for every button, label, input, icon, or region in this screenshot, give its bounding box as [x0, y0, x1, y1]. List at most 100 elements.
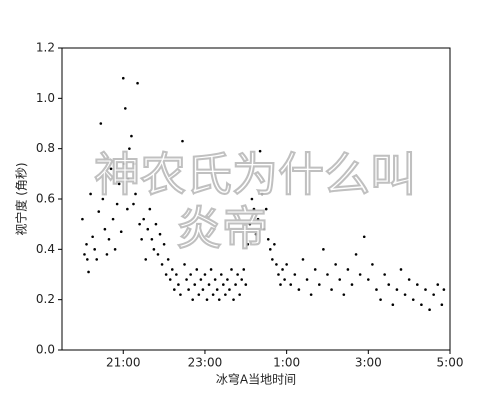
point — [122, 162, 126, 166]
point — [138, 222, 141, 226]
point — [148, 207, 152, 211]
point — [217, 298, 221, 301]
point — [154, 222, 158, 226]
point — [209, 268, 213, 271]
x-axis-label: 冰穹A当地时间 — [216, 372, 296, 387]
point — [242, 268, 246, 271]
point — [383, 273, 386, 276]
point — [101, 197, 105, 201]
point — [181, 139, 184, 143]
point — [379, 298, 382, 301]
x-tick-label: 3:00 — [355, 356, 382, 370]
point — [111, 217, 115, 221]
point — [87, 270, 90, 274]
point — [305, 278, 309, 281]
point — [258, 149, 262, 153]
point — [199, 278, 203, 281]
point — [113, 248, 117, 251]
point — [224, 293, 227, 296]
point — [285, 263, 288, 266]
point — [164, 273, 168, 276]
point — [109, 167, 113, 171]
point — [205, 298, 209, 301]
point — [226, 278, 229, 281]
point — [362, 235, 366, 239]
point — [175, 273, 178, 276]
point — [173, 288, 176, 291]
y-tick-label: 1.0 — [36, 91, 55, 105]
point — [232, 298, 235, 301]
point — [375, 288, 378, 291]
point — [150, 237, 154, 241]
point — [121, 76, 125, 80]
point — [130, 134, 133, 138]
point — [440, 303, 444, 307]
point — [407, 278, 411, 281]
point — [187, 288, 190, 291]
point — [416, 283, 419, 286]
point — [144, 258, 148, 261]
y-tick-label: 0.8 — [36, 141, 55, 155]
point — [136, 81, 139, 85]
point — [128, 147, 131, 150]
point — [222, 283, 225, 286]
point — [228, 288, 231, 291]
point — [91, 235, 94, 239]
point — [177, 283, 180, 286]
point — [354, 253, 358, 256]
y-tick-label: 0.0 — [36, 343, 55, 357]
point — [126, 177, 130, 181]
point — [105, 253, 109, 256]
point — [201, 288, 205, 291]
point — [281, 268, 284, 271]
y-tick-label: 0.2 — [36, 292, 55, 306]
point — [399, 268, 403, 271]
point — [256, 217, 260, 221]
point — [146, 227, 150, 231]
point — [334, 263, 337, 266]
point — [240, 278, 244, 281]
point — [119, 230, 123, 234]
point — [342, 293, 346, 296]
point — [179, 293, 182, 296]
x-tick-label: 1:00 — [273, 356, 300, 370]
point — [350, 283, 354, 286]
x-tick-label: 5:00 — [437, 356, 464, 370]
point — [162, 243, 166, 246]
point — [330, 288, 333, 291]
point — [238, 293, 241, 296]
point — [213, 278, 217, 281]
point — [126, 207, 129, 211]
point — [89, 192, 92, 196]
point — [322, 248, 325, 251]
point — [266, 237, 270, 241]
point — [191, 298, 194, 301]
point — [248, 222, 252, 226]
point — [234, 283, 237, 286]
point — [260, 192, 264, 196]
point — [420, 303, 423, 307]
point — [268, 248, 272, 251]
point — [160, 263, 164, 266]
point — [236, 273, 239, 276]
point — [117, 182, 121, 186]
point — [371, 263, 374, 266]
point — [83, 253, 86, 256]
point — [97, 210, 101, 213]
point — [252, 207, 256, 211]
point — [158, 232, 162, 236]
point — [207, 283, 211, 286]
point — [262, 227, 266, 231]
point — [250, 197, 254, 201]
point — [411, 298, 415, 301]
point — [107, 237, 111, 241]
point — [318, 283, 321, 286]
point — [99, 122, 103, 125]
point — [271, 258, 274, 261]
y-axis-label: 视宁度 (角秒) — [14, 162, 29, 235]
point — [230, 268, 233, 271]
point — [387, 283, 391, 286]
point — [428, 308, 431, 312]
point — [279, 283, 282, 286]
point — [183, 263, 186, 266]
